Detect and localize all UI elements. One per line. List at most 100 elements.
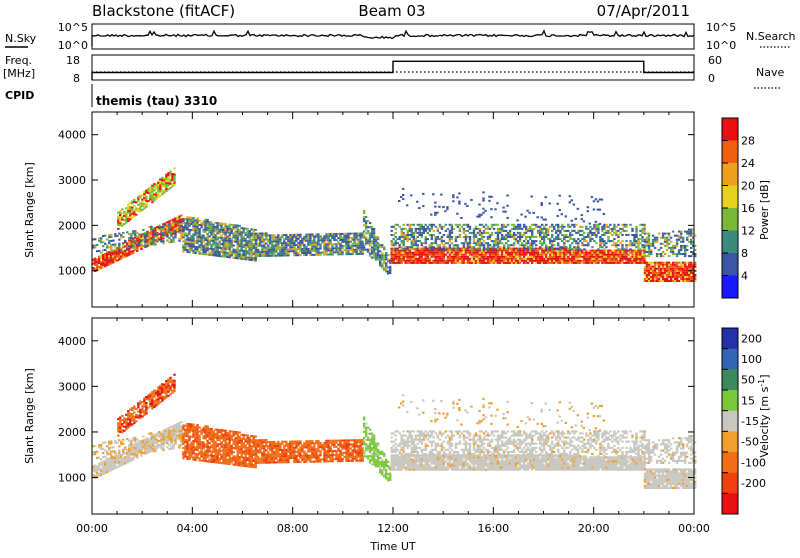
power-cell (104, 243, 106, 245)
power-cell (437, 260, 439, 262)
power-cell (375, 240, 377, 242)
power-cell (597, 232, 599, 234)
power-cell (196, 224, 198, 226)
velocity-cell (106, 461, 108, 463)
power-cell (541, 224, 543, 226)
power-cell (456, 213, 458, 215)
power-cell (541, 202, 543, 204)
velocity-cell (110, 455, 112, 457)
power-cell (226, 244, 228, 246)
power-cell (165, 182, 167, 184)
power-cell (497, 228, 499, 230)
power-cell (593, 240, 595, 242)
power-cell (589, 236, 591, 238)
velocity-cell (173, 388, 175, 390)
power-cell (605, 224, 607, 226)
power-cell (496, 202, 498, 204)
power-cell (666, 249, 668, 251)
power-cell (505, 226, 507, 228)
power-cell (625, 224, 627, 226)
power-cell (617, 244, 619, 246)
power-cell (241, 248, 243, 250)
power-cell (537, 216, 539, 218)
power-cell (577, 246, 579, 248)
power-cell (505, 242, 507, 244)
nsky-tick-top: 10^5 (58, 21, 88, 34)
power-cell (643, 228, 645, 230)
power-cell (451, 230, 453, 232)
power-cell (523, 240, 525, 242)
power-cell (535, 236, 537, 238)
power-cell (553, 228, 555, 230)
power-cell (577, 232, 579, 234)
power-cell (399, 226, 401, 228)
power-cell (660, 247, 662, 249)
power-cell (467, 236, 469, 238)
cpid-value: themis (tau) 3310 (96, 94, 217, 108)
power-cell (489, 238, 491, 240)
power-cell (621, 246, 623, 248)
power-cell (569, 195, 571, 197)
velocity-cell (145, 402, 147, 404)
power-cell (499, 232, 501, 234)
power-cell (678, 270, 680, 272)
power-cell (561, 224, 563, 226)
power-cell (226, 225, 228, 227)
power-cell (134, 234, 136, 236)
power-cell (255, 229, 257, 231)
power-cell (587, 234, 589, 236)
velocity-cell (118, 445, 120, 447)
power-cell (303, 244, 305, 246)
power-cell (652, 243, 654, 245)
power-cell (617, 230, 619, 232)
power-cell (481, 242, 483, 244)
power-cell (237, 237, 239, 239)
power-cell (287, 250, 289, 252)
velocity-cell (165, 396, 167, 398)
power-cell (678, 276, 680, 278)
power-cell (437, 246, 439, 248)
power-cell (497, 238, 499, 240)
power-cell (173, 176, 175, 178)
power-cell (239, 229, 241, 231)
power-cell (559, 209, 561, 211)
power-cell (682, 241, 684, 243)
power-cell (407, 234, 409, 236)
power-cell (251, 255, 253, 257)
power-cell (299, 254, 301, 256)
power-cell (425, 224, 427, 226)
velocity-cell (96, 451, 98, 453)
power-cell (399, 244, 401, 246)
power-cell (648, 272, 650, 274)
power-cell (441, 236, 443, 238)
power-cell (561, 228, 563, 230)
power-cell (301, 242, 303, 244)
power-cell (293, 246, 295, 248)
power-cell (467, 246, 469, 248)
power-cell (165, 174, 167, 176)
power-cell (218, 253, 220, 255)
power-cell (648, 266, 650, 268)
velocity-cell (188, 438, 190, 440)
power-cell (569, 236, 571, 238)
power-cell (497, 256, 499, 258)
power-cell (363, 212, 365, 214)
power-cell (367, 220, 369, 222)
power-cell (635, 230, 637, 232)
power-cell (467, 242, 469, 244)
power-cell (402, 194, 404, 196)
power-cell (463, 228, 465, 230)
power-cell (597, 262, 599, 264)
power-cell (421, 234, 423, 236)
power-cell (483, 226, 485, 228)
power-cell (690, 235, 692, 237)
power-cell (559, 238, 561, 240)
velocity-cell (173, 390, 175, 392)
power-cell (173, 174, 175, 176)
power-cell (196, 218, 198, 220)
power-cell (517, 242, 519, 244)
power-cell (523, 224, 525, 226)
power-cell (148, 242, 150, 244)
power-cell (458, 201, 460, 203)
power-cell (407, 236, 409, 238)
